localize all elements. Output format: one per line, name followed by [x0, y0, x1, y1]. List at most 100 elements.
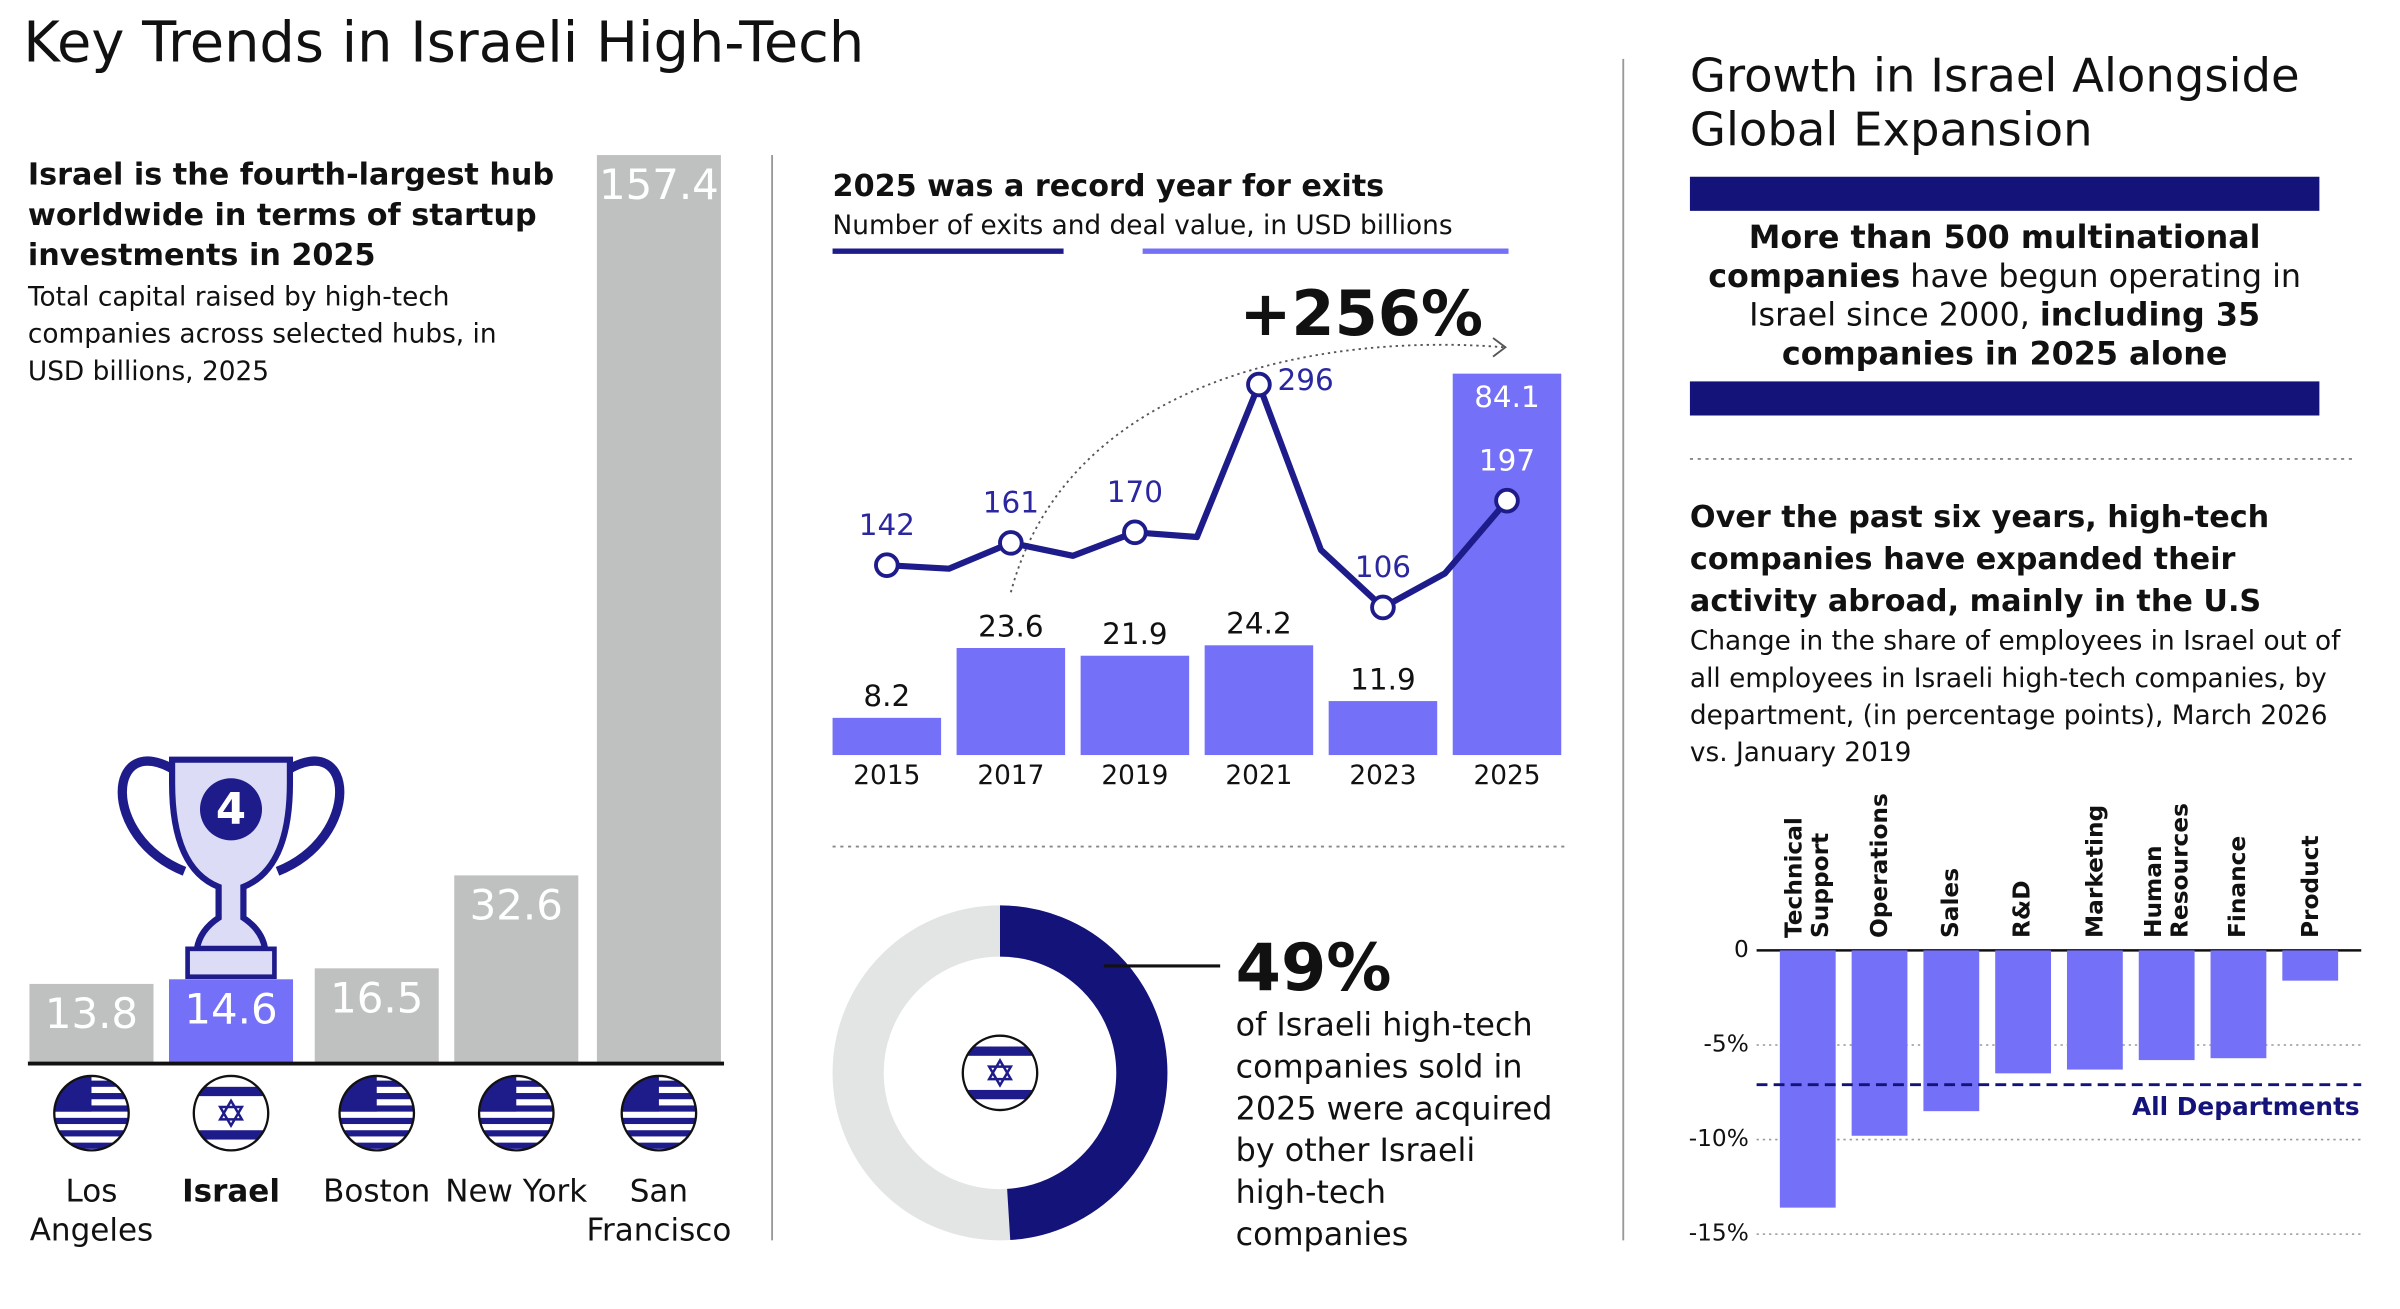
x-tick-label: 2017 — [977, 761, 1044, 791]
panel-text-box: More than 500 multinational companies ha… — [1708, 218, 2302, 373]
category-label-box: Product — [2295, 835, 2323, 938]
chart-title: Over the past six years, high-tech compa… — [1689, 499, 2270, 619]
value-label: 24.2 — [1226, 607, 1292, 641]
bar — [2210, 950, 2267, 1059]
bar — [1328, 701, 1438, 756]
category-label: Boston — [323, 1172, 431, 1210]
bar — [29, 983, 154, 1064]
line-marker — [998, 530, 1024, 556]
line-marker — [874, 552, 900, 578]
trophy-handle — [117, 756, 187, 876]
line-value-label: 106 — [1355, 550, 1411, 584]
category-label-box: R&D — [1986, 775, 2060, 938]
line-value-label: 170 — [1107, 475, 1163, 509]
category-label-wrap: Human Resources — [2129, 775, 2203, 938]
donut-segment — [832, 905, 1168, 1241]
category-label-wrap: Operations — [1842, 775, 1916, 938]
category-label: Finance — [2223, 835, 2252, 938]
category-label-box: San Francisco — [586, 1172, 731, 1248]
trophy-icon: 4 — [117, 756, 345, 980]
x-tick-label: 2025 — [1473, 761, 1540, 791]
value-label: 84.1 — [1474, 380, 1540, 414]
line-value-label: 197 — [1479, 443, 1535, 477]
category-label-wrap: R&D — [1986, 775, 2060, 938]
flag-icon — [478, 1074, 556, 1152]
line-marker — [1370, 594, 1396, 621]
bar — [168, 979, 294, 1064]
category-label: New York — [445, 1172, 588, 1210]
category-label-wrap: Sales — [1914, 775, 1988, 938]
category-label-box: Human Resources — [2129, 775, 2203, 938]
panel-text-run: including 35 companies in 2025 alone — [1781, 296, 2261, 373]
flag-icon — [338, 1074, 416, 1152]
category-label: R&D — [2008, 880, 2037, 938]
bar — [2138, 950, 2195, 1061]
category-label-box: New York — [445, 1172, 588, 1210]
rank-badge — [200, 778, 263, 841]
value-label: 11.9 — [1350, 662, 1416, 696]
y-tick-label: -10% — [1689, 1125, 1749, 1152]
line-value-label: 161 — [983, 486, 1039, 520]
trophy-handle — [275, 756, 345, 876]
value-label: 21.9 — [1102, 617, 1168, 651]
value-label: 32.6 — [470, 880, 563, 929]
line-marker — [1246, 371, 1272, 398]
donut-caption-box: of Israeli high-tech companies sold in 2… — [1235, 1006, 1553, 1253]
bar — [2066, 950, 2123, 1070]
chart-subtitle-box: Change in the share of employees in Isra… — [1689, 626, 2341, 769]
category-label-wrap: Marketing — [2058, 775, 2132, 938]
donut-caption: of Israeli high-tech companies sold in 2… — [1235, 1006, 1553, 1253]
flag-icon — [192, 1074, 270, 1152]
value-label: 23.6 — [978, 609, 1044, 643]
chart-title: Israel is the fourth-largest hub worldwi… — [27, 156, 555, 273]
value-label: 8.2 — [863, 679, 910, 713]
bar — [596, 155, 721, 1064]
category-label: Human Resources — [2138, 803, 2194, 938]
annotation: +256% — [1239, 277, 1483, 350]
panel-band — [1689, 381, 2320, 416]
line — [886, 381, 1510, 611]
category-label: Marketing — [2080, 804, 2109, 938]
category-label-box: Los Angeles — [29, 1172, 154, 1249]
category-label: Israel — [182, 1172, 280, 1210]
bar — [454, 875, 579, 1064]
category-label-box: Boston — [323, 1172, 431, 1210]
flag-icon — [620, 1074, 698, 1152]
line-value-label: 296 — [1278, 363, 1334, 397]
flag-icon — [961, 1034, 1039, 1112]
chart-subtitle: Number of exits and deal value, in USD b… — [833, 211, 1453, 241]
bar — [1923, 950, 1980, 1112]
category-label-box: Technical Support — [1779, 817, 1835, 938]
annotation-arc — [1009, 343, 1504, 593]
panel-text-run: More than 500 multinational companies — [1708, 218, 2261, 295]
category-label: Los Angeles — [29, 1172, 154, 1249]
category-label: Technical Support — [1779, 817, 1835, 938]
trophy-base — [185, 946, 277, 980]
bar — [1851, 950, 1908, 1136]
category-label-box: Sales — [1914, 775, 1988, 938]
category-label: Operations — [1864, 793, 1893, 938]
x-tick-label: 2015 — [853, 761, 920, 791]
y-tick-label: 0 — [1734, 936, 1749, 963]
value-label: 14.6 — [184, 984, 277, 1033]
category-label: Sales — [1936, 867, 1965, 938]
panel-title-box: Growth in Israel Alongside Global Expans… — [1690, 50, 2300, 159]
x-tick-label: 2019 — [1101, 761, 1168, 791]
line-value-label: 142 — [859, 508, 915, 542]
donut-value-label: 49% — [1236, 931, 1392, 1006]
chart-subtitle: Change in the share of employees in Isra… — [1689, 626, 2341, 769]
chart-title-box: Over the past six years, high-tech compa… — [1689, 499, 2270, 619]
category-label-box: Operations — [1842, 775, 1916, 938]
category-label-box: Israel — [182, 1172, 280, 1210]
bar — [956, 648, 1066, 756]
category-label-wrap: Finance — [2201, 775, 2275, 938]
x-tick-label: 2023 — [1349, 761, 1416, 791]
bar — [832, 717, 942, 756]
bar — [1452, 373, 1562, 756]
chart-title-box: Israel is the fourth-largest hub worldwi… — [27, 156, 555, 273]
panel-text-run: have begun operating in Israel since 200… — [1749, 257, 2302, 334]
line-marker — [1494, 487, 1520, 514]
value-label: 157.4 — [599, 160, 719, 209]
y-tick-label: -5% — [1704, 1030, 1749, 1057]
